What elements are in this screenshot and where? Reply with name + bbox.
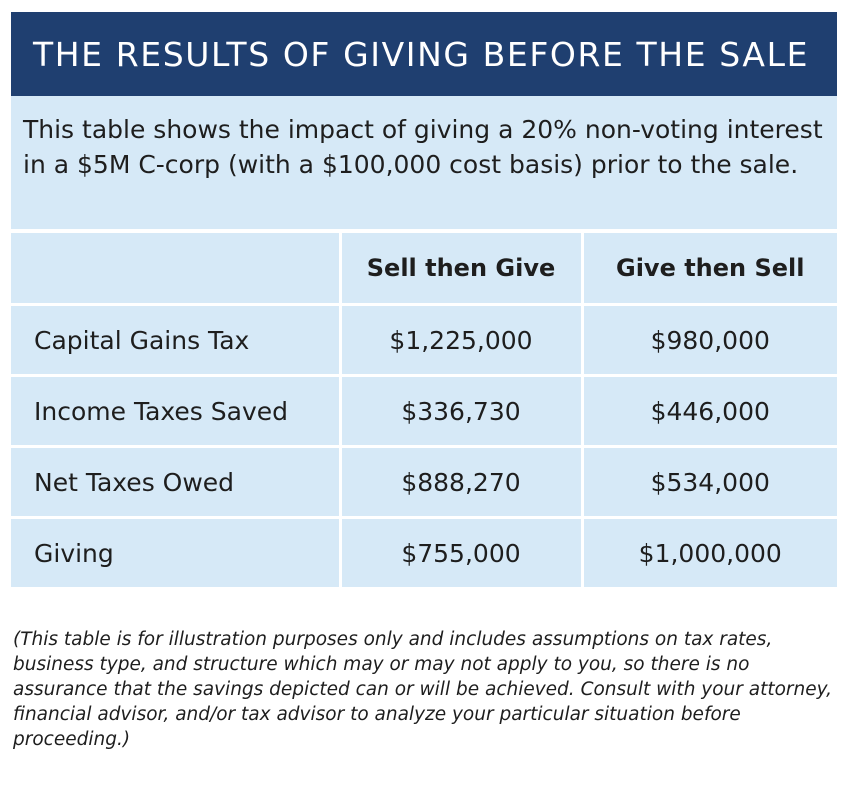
row-label-net-taxes-owed: Net Taxes Owed bbox=[11, 445, 342, 519]
header-give-then-sell: Give then Sell bbox=[580, 233, 837, 306]
cell-sell-then-give: $1,225,000 bbox=[338, 303, 584, 377]
row-label-capital-gains-tax: Capital Gains Tax bbox=[11, 303, 342, 377]
page-title: THE RESULTS OF GIVING BEFORE THE SALE bbox=[33, 34, 810, 74]
table-row: Income Taxes Saved $336,730 $446,000 bbox=[11, 374, 837, 448]
row-label-income-taxes-saved: Income Taxes Saved bbox=[11, 374, 342, 448]
table-row: Net Taxes Owed $888,270 $534,000 bbox=[11, 445, 837, 519]
cell-sell-then-give: $336,730 bbox=[338, 374, 584, 448]
row-label-giving: Giving bbox=[11, 516, 342, 587]
cell-give-then-sell: $1,000,000 bbox=[580, 516, 837, 587]
table-header-row: Sell then Give Give then Sell bbox=[11, 233, 837, 306]
title-bar: THE RESULTS OF GIVING BEFORE THE SALE bbox=[11, 12, 837, 96]
disclaimer-text: (This table is for illustration purposes… bbox=[13, 629, 833, 750]
cell-give-then-sell: $534,000 bbox=[580, 445, 837, 519]
header-empty-cell bbox=[11, 233, 342, 306]
table-row: Giving $755,000 $1,000,000 bbox=[11, 516, 837, 587]
table-row: Capital Gains Tax $1,225,000 $980,000 bbox=[11, 303, 837, 377]
cell-give-then-sell: $980,000 bbox=[580, 303, 837, 377]
cell-sell-then-give: $755,000 bbox=[338, 516, 584, 587]
cell-sell-then-give: $888,270 bbox=[338, 445, 584, 519]
divider bbox=[11, 229, 837, 233]
results-card: THE RESULTS OF GIVING BEFORE THE SALE Th… bbox=[11, 12, 837, 587]
results-table: Sell then Give Give then Sell Capital Ga… bbox=[11, 233, 837, 587]
cell-give-then-sell: $446,000 bbox=[580, 374, 837, 448]
intro-text: This table shows the impact of giving a … bbox=[11, 96, 837, 229]
header-sell-then-give: Sell then Give bbox=[338, 233, 584, 306]
